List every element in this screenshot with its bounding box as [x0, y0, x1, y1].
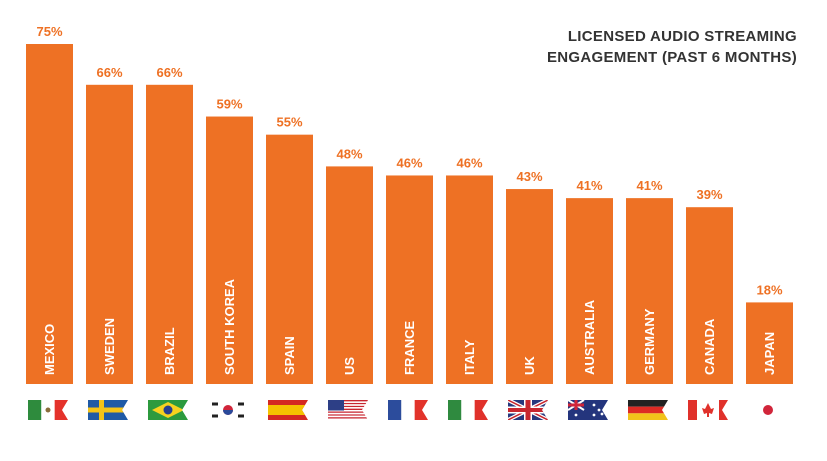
category-label: UK	[522, 356, 537, 375]
spain-flag-icon	[268, 400, 308, 420]
bar-france	[386, 175, 433, 384]
chart-title-line-2: ENGAGEMENT (PAST 6 MONTHS)	[546, 49, 797, 66]
south-korea-flag-icon	[208, 400, 248, 420]
category-label: GERMANY	[642, 308, 657, 375]
value-label: 46%	[396, 155, 422, 170]
value-label: 18%	[756, 282, 782, 297]
germany-flag-icon	[628, 400, 668, 420]
value-label: 59%	[216, 97, 242, 112]
chart-title: LICENSED AUDIO STREAMING ENGAGEMENT (PAS…	[417, 26, 797, 68]
value-label: 66%	[156, 65, 182, 80]
category-label: AUSTRALIA	[582, 299, 597, 375]
value-label: 41%	[636, 178, 662, 193]
category-label: BRAZIL	[162, 327, 177, 375]
bar-sweden	[86, 84, 133, 385]
uk-flag-icon	[508, 400, 548, 420]
value-label: 55%	[276, 115, 302, 130]
value-label: 46%	[456, 155, 482, 170]
mexico-flag-icon	[28, 400, 68, 420]
value-label: 43%	[516, 169, 542, 184]
category-label: SOUTH KOREA	[222, 278, 237, 375]
bar-italy	[446, 175, 493, 384]
bar-spain	[266, 134, 313, 384]
category-label: MEXICO	[42, 324, 57, 375]
bar-uk	[506, 189, 553, 384]
australia-flag-icon	[568, 400, 608, 420]
category-label: JAPAN	[762, 332, 777, 375]
bar-germany	[626, 198, 673, 384]
chart-title-line-1: LICENSED AUDIO STREAMING	[567, 28, 797, 45]
japan-flag-icon	[748, 400, 788, 420]
italy-flag-icon	[448, 400, 488, 420]
canada-flag-icon	[688, 400, 728, 420]
brazil-flag-icon	[148, 400, 188, 420]
bar-australia	[566, 198, 613, 384]
category-label: US	[342, 357, 357, 375]
bar-japan	[746, 302, 793, 384]
bar-mexico	[26, 44, 73, 384]
bar-us	[326, 166, 373, 384]
france-flag-icon	[388, 400, 428, 420]
value-label: 39%	[696, 187, 722, 202]
category-label: SPAIN	[282, 336, 297, 375]
category-label: SWEDEN	[102, 318, 117, 375]
category-label: ITALY	[462, 339, 477, 375]
sweden-flag-icon	[88, 400, 128, 420]
bar-south-korea	[206, 116, 253, 385]
category-label: CANADA	[702, 318, 717, 375]
value-label: 41%	[576, 178, 602, 193]
value-label: 48%	[336, 146, 362, 161]
value-label: 75%	[36, 24, 62, 39]
category-label: FRANCE	[402, 321, 417, 375]
value-label: 66%	[96, 65, 122, 80]
us-flag-icon	[328, 400, 368, 420]
bar-canada	[686, 207, 733, 384]
bar-brazil	[146, 84, 193, 385]
